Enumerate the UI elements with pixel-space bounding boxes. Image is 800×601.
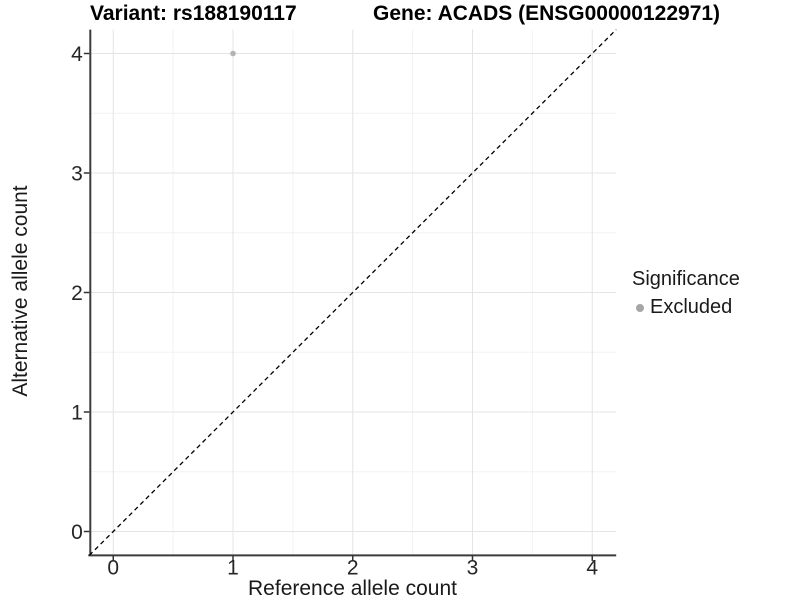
- y-tick-label: 4: [71, 43, 83, 66]
- x-tick-label: 3: [467, 557, 479, 580]
- y-axis-title: Alternative allele count: [9, 185, 32, 397]
- legend: Significance Excluded: [632, 268, 740, 319]
- y-tick-label: 2: [71, 282, 83, 305]
- legend-item-label: Excluded: [650, 296, 733, 318]
- legend-point-icon: [636, 303, 644, 312]
- y-tick-label: 0: [71, 521, 83, 544]
- plot-title-gene: Gene: ACADS (ENSG00000122971): [373, 2, 721, 25]
- data-point: [230, 50, 236, 57]
- x-axis-title: Reference allele count: [248, 577, 457, 600]
- x-tick-label: 4: [586, 557, 598, 580]
- legend-title: Significance: [632, 268, 740, 290]
- plot-title-variant: Variant: rs188190117: [90, 2, 297, 25]
- identity-line: [88, 29, 617, 556]
- y-tick-label: 1: [71, 402, 83, 425]
- legend-item-excluded: Excluded: [632, 296, 740, 319]
- x-tick-label: 1: [227, 557, 239, 580]
- x-tick-label: 2: [347, 557, 359, 580]
- y-tick-label: 3: [71, 163, 83, 186]
- x-tick-label: 0: [107, 557, 119, 580]
